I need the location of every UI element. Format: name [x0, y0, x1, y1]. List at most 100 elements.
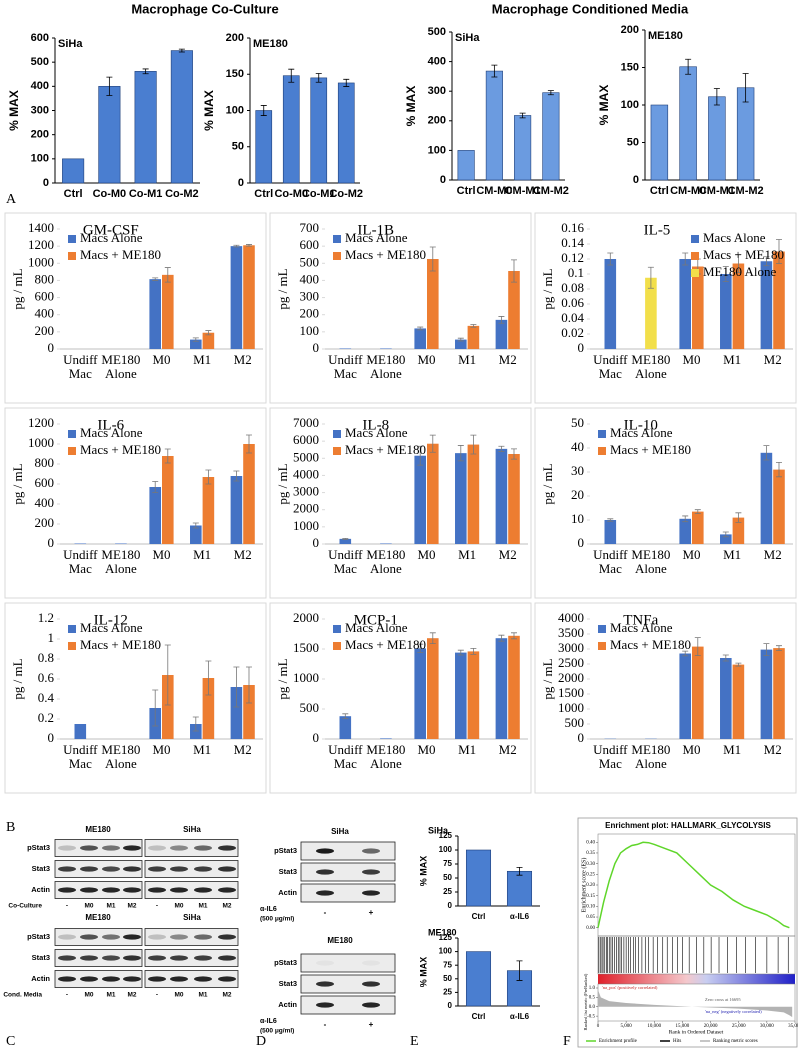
metric-area: [598, 989, 793, 1018]
y-tick-label: 20: [571, 487, 584, 502]
y-axis-label: Ranked list metric (PreRanked): [583, 973, 588, 1030]
y-axis-label: pg / mL: [275, 268, 290, 309]
row-label: pStat3: [274, 958, 297, 967]
blot-band: [362, 981, 380, 987]
bar: [74, 543, 87, 544]
error-bar: [192, 716, 199, 732]
x-tick-label: ME180 Alone: [101, 742, 141, 771]
error-bar: [205, 660, 212, 696]
blot-strip: [300, 862, 396, 882]
y-tick-label: 0.30: [586, 862, 595, 867]
bar: [760, 452, 773, 544]
panel-label: A: [6, 192, 17, 207]
bar: [230, 246, 243, 349]
error-bar: [429, 246, 436, 272]
y-tick-label: 25: [443, 988, 452, 997]
bar: [243, 444, 255, 544]
y-tick-label: 50: [443, 974, 452, 983]
y-tick-label: 200: [300, 306, 320, 321]
y-tick-label: 400: [35, 306, 55, 321]
chart-title: MCP-1: [354, 612, 398, 628]
y-tick-label: 2000: [558, 670, 584, 685]
error-bar: [457, 445, 464, 462]
lane-label: -: [156, 903, 158, 910]
y-tick-label: 300: [428, 85, 446, 97]
group-title: Macrophage Co-Culture: [131, 1, 278, 16]
y-tick-label: 0: [578, 340, 585, 355]
y-tick-label: 1000: [293, 670, 319, 685]
y-axis-label: % MAX: [418, 856, 428, 887]
x-tick-label: CM-M1: [505, 185, 541, 197]
bar: [282, 75, 300, 184]
y-tick-label: 0: [238, 177, 244, 189]
error-bar: [775, 462, 782, 478]
x-tick-label: ME180 Alone: [631, 352, 671, 381]
plot-frame: [597, 833, 796, 937]
bar: [692, 511, 704, 544]
blot-strip: [54, 839, 143, 857]
annotation: 'na_neg' (negatively correlated): [705, 1009, 762, 1014]
blot-band: [148, 976, 166, 982]
legend-swatch: [691, 252, 699, 260]
chart-title: IL-8: [362, 417, 389, 433]
x-tick-label: CM-M0: [670, 185, 706, 197]
y-tick-label: 5000: [293, 449, 319, 464]
y-tick-label: 1000: [28, 254, 54, 269]
bar: [74, 724, 87, 739]
bar: [427, 259, 439, 349]
blot-band: [148, 845, 166, 851]
x-tick-label: M1: [723, 742, 742, 757]
error-bar: [470, 324, 477, 328]
error-bar: [142, 68, 149, 75]
legend-swatch: [598, 625, 606, 633]
chart-title: TNFa: [623, 612, 658, 628]
x-tick-label: M1: [723, 547, 742, 562]
bar: [380, 738, 392, 739]
blot-band: [170, 934, 188, 940]
legend-label: Macs Alone: [610, 620, 673, 635]
chart-title: ME180: [428, 927, 457, 937]
x-tick-label: M2: [498, 742, 517, 757]
bar: [380, 348, 392, 349]
y-tick-label: 500: [565, 715, 585, 730]
blot-band: [362, 869, 380, 875]
lane-label: -: [66, 903, 68, 910]
row-label: pStat3: [27, 843, 50, 852]
x-tick-label: CM-M2: [533, 185, 569, 197]
error-bar: [682, 650, 689, 657]
bar: [495, 319, 508, 349]
blot-band: [58, 866, 76, 872]
y-tick-label: 1200: [28, 415, 54, 430]
chart-title: IL-1B: [357, 222, 394, 238]
legend-swatch: [333, 447, 341, 455]
error-bar: [735, 662, 742, 667]
bar: [506, 870, 533, 907]
error-bar: [547, 90, 554, 96]
y-tick-label: 600: [31, 32, 49, 44]
x-tick-label: ME180 Alone: [101, 352, 141, 381]
bar: [190, 339, 202, 349]
y-tick-label: 0.40: [586, 840, 595, 845]
legend-label: Enrichment profile: [599, 1039, 638, 1044]
x-tick-label: Ctrl: [254, 188, 273, 200]
y-tick-label: 100: [439, 845, 453, 854]
y-axis-label: pg / mL: [10, 463, 25, 504]
treatment-label: α-IL6: [260, 906, 277, 913]
x-tick-label: M0: [417, 547, 436, 562]
y-tick-label: 0: [448, 1001, 453, 1010]
error-bar: [722, 654, 729, 662]
blot-band: [80, 934, 98, 940]
error-bar: [164, 644, 171, 706]
y-axis-label: pg / mL: [540, 463, 555, 504]
blot-band: [362, 848, 380, 854]
blot-band: [80, 976, 98, 982]
bar: [720, 534, 732, 544]
error-bar: [457, 649, 464, 656]
bar: [467, 651, 480, 739]
y-tick-label: 75: [443, 960, 452, 969]
blot-band: [362, 960, 380, 966]
lane-label: M0: [174, 903, 183, 910]
blot-band: [123, 934, 141, 940]
error-bar: [233, 244, 240, 248]
chart-frame: [4, 602, 267, 794]
